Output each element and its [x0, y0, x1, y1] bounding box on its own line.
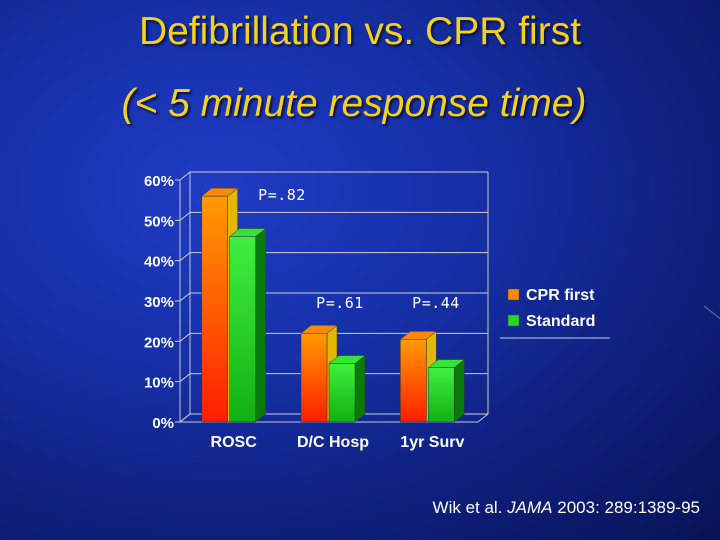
bar-side-face: [354, 354, 366, 423]
bar-front-face: [201, 195, 228, 423]
x-tick-label: 1yr Surv: [400, 434, 464, 451]
bar-front-face: [300, 333, 328, 423]
bars-group: [200, 187, 466, 423]
slide-subtitle: (< 5 minute response time): [121, 82, 587, 125]
bar-front-face: [328, 363, 356, 423]
bar-standard-d-c-hosp: [328, 354, 366, 423]
bar-standard-1yr-surv: [427, 359, 466, 423]
bar-front-face: [229, 236, 256, 423]
bar-side-face: [454, 359, 465, 423]
citation-authors: Wik et al.: [432, 498, 503, 517]
bar-front-face: [428, 367, 455, 423]
y-tick-label: 20%: [144, 334, 174, 351]
x-tick-label: ROSC: [211, 434, 258, 451]
annotations: P=.82 P=.61 P=.44: [258, 186, 460, 312]
y-tick-label: 10%: [144, 375, 174, 392]
p-value-annotation: P=.82: [258, 186, 306, 204]
slide-title: Defibrillation vs. CPR first: [138, 10, 582, 53]
x-tick-label: D/C Hosp: [297, 434, 369, 451]
y-tick-label: 30%: [144, 294, 174, 311]
citation-journal: JAMA: [507, 498, 553, 517]
y-tick-label: 60%: [144, 173, 174, 190]
y-tick-labels: 0% 10% 20% 30% 40% 50% 60%: [144, 173, 174, 432]
bar-front-face: [400, 339, 427, 423]
legend-label: CPR first: [526, 287, 595, 304]
legend-swatch: [507, 288, 520, 301]
floor-left-edge: [179, 413, 191, 423]
y-tick-label: 50%: [144, 213, 174, 230]
y-tick-label: 40%: [144, 254, 174, 271]
x-tick-labels: ROSC D/C Hosp 1yr Surv: [211, 434, 465, 451]
y-tick-label: 0%: [152, 415, 174, 432]
floor-right-edge: [477, 413, 489, 423]
p-value-annotation: P=.44: [412, 294, 460, 312]
citation: Wik et al. JAMA 2003: 289:1389-95: [433, 498, 700, 518]
legend: CPR first Standard: [500, 287, 610, 339]
legend-swatch: [507, 314, 520, 327]
bar-side-face: [255, 227, 266, 423]
citation-details: 2003: 289:1389-95: [557, 498, 700, 517]
bar-standard-rosc: [228, 227, 267, 423]
p-value-annotation: P=.61: [316, 294, 364, 312]
legend-label: Standard: [526, 313, 595, 330]
